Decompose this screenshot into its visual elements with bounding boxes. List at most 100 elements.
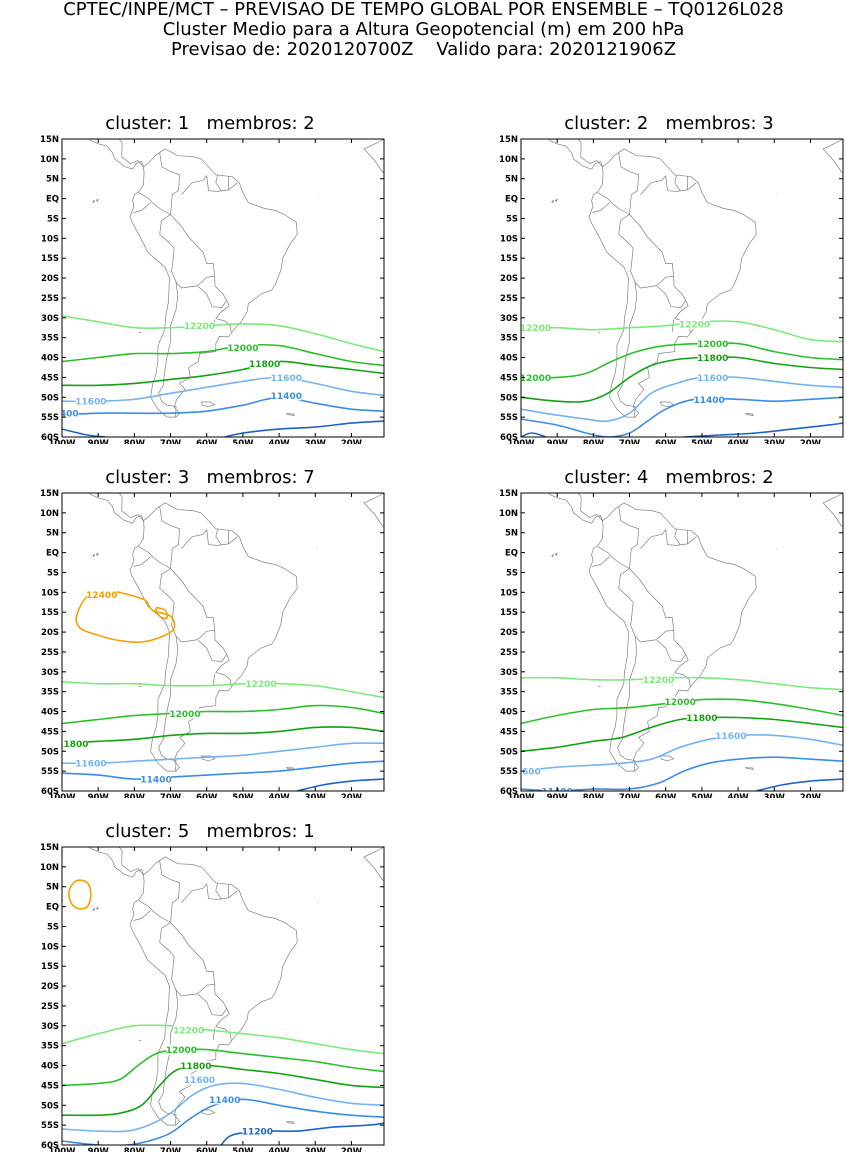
lon-label: 100W [48, 439, 76, 444]
lon-label: 90W [88, 439, 110, 444]
coastline-central-america [547, 139, 603, 170]
country-border [674, 654, 691, 687]
island [286, 1121, 295, 1124]
panel-title: cluster: 2 membros: 3 [564, 113, 774, 134]
country-border [206, 175, 238, 192]
lon-label: 50W [232, 439, 254, 444]
country-border [170, 568, 216, 631]
lat-label: 40S [500, 354, 518, 364]
country-border [171, 248, 215, 289]
contour-11800 [62, 1064, 384, 1117]
coastline-africa [363, 139, 384, 174]
country-border [665, 529, 697, 546]
contour-11600 [62, 1082, 384, 1133]
contour-label: 12200 [643, 676, 674, 686]
lat-label: 30S [500, 668, 518, 678]
contour-label: 12200 [679, 320, 710, 330]
contour-label: 11600 [697, 374, 728, 384]
lat-label: 10N [40, 155, 59, 165]
contour-label: 12000 [520, 374, 551, 384]
contour-label: 12200 [173, 1026, 204, 1036]
lat-label: 35S [41, 334, 59, 344]
lon-label: 80W [124, 439, 146, 444]
contour-11200 [62, 428, 106, 437]
country-border [597, 192, 630, 215]
coastline-south-america [129, 148, 298, 418]
contour-label-bg [62, 738, 88, 749]
country-border [618, 506, 639, 569]
lat-label: 25S [41, 648, 59, 658]
map-cluster-1: 12200 12000 11800 11600 11600 11400 400 15N 10N 5… [40, 135, 385, 449]
contour-11200 [683, 422, 843, 437]
contour-label-bg [62, 408, 79, 419]
lon-label: 80W [583, 793, 605, 798]
lon-label: 100W [507, 439, 535, 444]
lat-label: 55S [41, 413, 59, 423]
lon-label: 30W [305, 439, 327, 444]
lat-label: EQ [46, 903, 59, 913]
contour-label-bg [521, 372, 551, 383]
lon-label: 40W [727, 793, 749, 798]
country-border [133, 556, 151, 567]
contour-label-bg [697, 338, 728, 349]
contour-label: 11800 [697, 354, 728, 364]
lat-label: 5N [505, 529, 518, 539]
lat-label: 25S [500, 294, 518, 304]
lat-label: 30S [500, 314, 518, 324]
country-border [640, 529, 666, 549]
country-border [181, 175, 207, 195]
map-frame [61, 492, 385, 792]
coastlines [88, 493, 384, 772]
contour-label: 11600 [184, 1076, 215, 1086]
country-border [181, 883, 207, 903]
lat-label: 55S [41, 767, 59, 777]
country-border [630, 248, 674, 289]
lon-label: 70W [619, 793, 641, 798]
panel-title: cluster: 3 membros: 7 [105, 467, 315, 488]
country-border [138, 900, 171, 923]
lon-label: 30W [305, 793, 327, 798]
coastlines [547, 493, 843, 772]
country-border [656, 630, 687, 662]
lon-label: 90W [547, 439, 569, 444]
contour-12200 [62, 315, 384, 353]
lon-label: 50W [232, 793, 254, 798]
lon-label: 100W [48, 793, 76, 798]
lat-label: 55S [500, 413, 518, 423]
coastline-central-america [88, 493, 144, 524]
contour-12000 [62, 343, 384, 367]
lat-label: 40S [41, 708, 59, 718]
contour-labels: 12400 12200 12000 11800 11600 11400 [62, 589, 277, 786]
lon-label: 70W [160, 1147, 182, 1152]
country-border [212, 673, 216, 686]
country-border [215, 528, 222, 545]
contour-label-bg [86, 589, 117, 600]
lat-label: 5S [506, 568, 518, 578]
lat-label: 50S [500, 747, 518, 757]
contour-label-bg [184, 1074, 215, 1085]
lat-label: 20S [41, 274, 59, 284]
coastline-africa [822, 493, 843, 528]
lat-label: 60S [41, 433, 59, 443]
lat-label: 35S [41, 1042, 59, 1052]
map-frame [520, 138, 844, 438]
lon-label: 80W [583, 439, 605, 444]
country-border [674, 528, 681, 545]
contour-label-bg [184, 320, 215, 331]
coastline-africa [822, 139, 843, 174]
country-border [215, 882, 222, 899]
contour-label-bg [227, 342, 258, 353]
contour-11200 [220, 1122, 384, 1145]
contours [62, 589, 384, 791]
contour-labels: 12200 12200 12000 12000 11800 11600 11400 [520, 318, 728, 406]
lat-label: 50S [41, 393, 59, 403]
contour-11600 [521, 734, 843, 772]
contour-label: 11600 [715, 732, 746, 742]
island [200, 755, 216, 762]
lon-label: 40W [268, 439, 290, 444]
contour-label: 11800 [180, 1062, 211, 1072]
lat-label: 5S [47, 922, 59, 932]
lon-label: 30W [764, 439, 786, 444]
country-border [630, 602, 674, 643]
country-border [158, 281, 179, 418]
